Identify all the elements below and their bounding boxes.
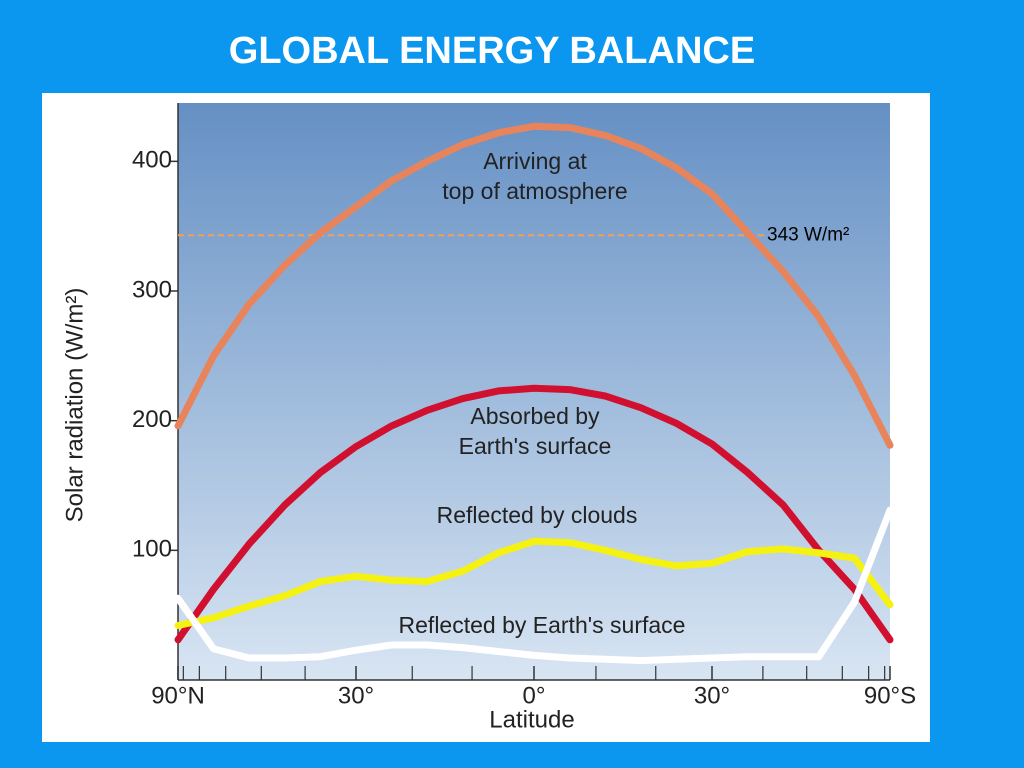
y-tick-label: 400 bbox=[132, 147, 172, 174]
series-label: Arriving at bbox=[483, 148, 587, 174]
x-tick-label: 30° bbox=[694, 682, 730, 709]
series-line bbox=[174, 122, 894, 449]
y-tick-label: 100 bbox=[132, 536, 172, 563]
x-tick-label: 30° bbox=[338, 682, 374, 709]
reference-label: 343 W/m² bbox=[767, 224, 849, 245]
y-tick-label: 200 bbox=[132, 406, 172, 433]
series-label: top of atmosphere bbox=[442, 178, 627, 204]
series-label: Reflected by clouds bbox=[437, 502, 638, 528]
series-line bbox=[174, 506, 894, 665]
series-label: Absorbed by bbox=[470, 403, 600, 429]
x-tick-label: 90°S bbox=[864, 682, 916, 709]
x-tick-label: 90°N bbox=[151, 682, 205, 709]
y-tick-label: 300 bbox=[132, 276, 172, 303]
series-label: Reflected by Earth's surface bbox=[399, 612, 686, 638]
series-line bbox=[174, 384, 894, 644]
series-label: Earth's surface bbox=[459, 433, 612, 459]
slide-title: GLOBAL ENERGY BALANCE bbox=[229, 30, 755, 72]
series-line bbox=[174, 537, 894, 629]
x-tick-label: 0° bbox=[523, 682, 546, 709]
y-axis-label: Solar radiation (W/m²) bbox=[61, 288, 88, 523]
x-axis-label: Latitude bbox=[489, 706, 574, 733]
